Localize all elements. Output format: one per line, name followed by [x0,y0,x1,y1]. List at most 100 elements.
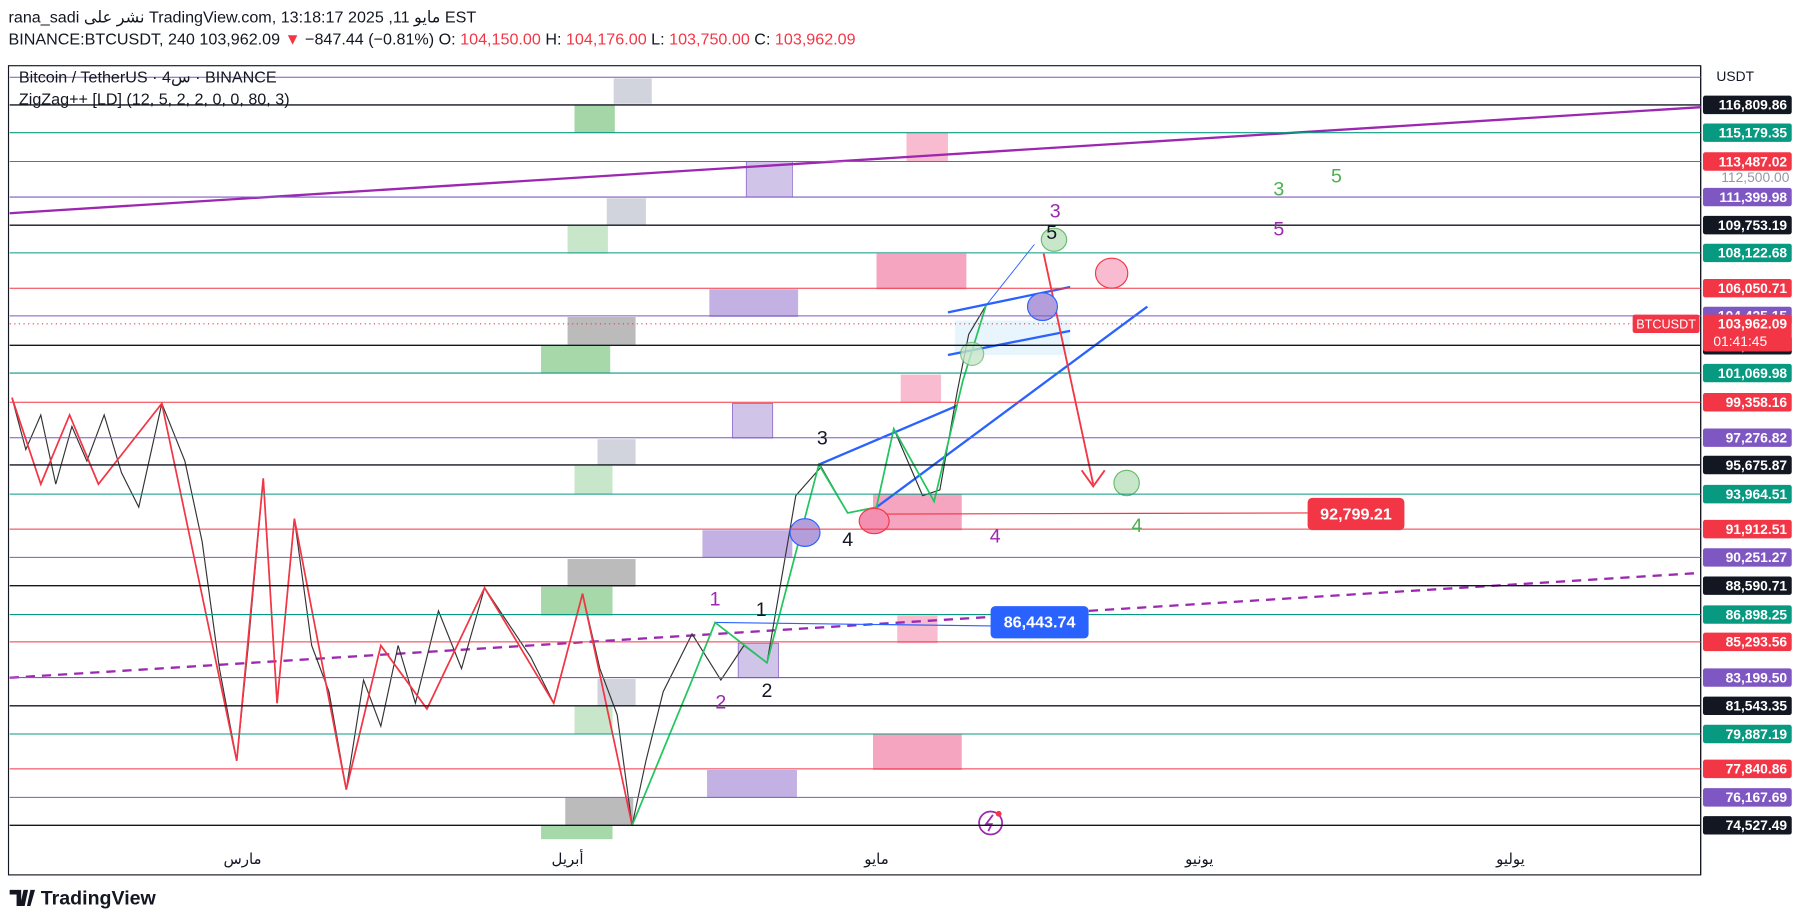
event-dot [995,810,1002,817]
ohlc-value: 103,962.09 [775,31,856,49]
marker [1113,469,1140,497]
marker [789,518,821,547]
symbol-tag: BTCUSDT [1636,317,1696,331]
last-price: 103,962.09 [199,31,280,49]
price-label: 97,276.82 [1726,430,1788,446]
ohlc-value: 104,150.00 [460,31,541,49]
change-arrow: ▼ [285,31,301,49]
marker [1094,257,1129,289]
brand-logo [9,889,36,907]
price-label-bg [1702,724,1792,744]
wave-label: 4 [842,529,853,551]
marker [1026,292,1059,322]
header-attribution: rana_sadi نشر على TradingView.com, مايو … [9,9,477,28]
currency-label: USDT [1716,68,1754,84]
ohlc-key: C: [754,31,770,49]
channel-line [818,404,958,466]
trend-line [9,571,1701,679]
zone [737,642,779,679]
projection [1042,253,1095,485]
legend-title: Bitcoin / TetherUS · 4س · BINANCE [19,69,277,87]
marker [858,507,890,535]
wave-label: 5 [1273,219,1284,241]
zone [541,586,613,616]
ohlc-key: L: [651,31,664,49]
price-label-bg [1702,428,1792,447]
channel-line [947,285,1071,314]
wave-label: 3 [817,427,828,449]
symbol: BINANCE:BTCUSDT, 240 [9,31,195,49]
price-label: 108,122.68 [1718,245,1788,261]
price-label: 113,487.02 [1719,153,1788,169]
time-label: أبريل [552,849,584,868]
event-icon-bolt [984,814,994,832]
price-path [11,305,987,826]
price-label-bg [1702,123,1792,142]
marker [960,341,985,366]
wave-label: 4 [990,525,1001,547]
price-label-bg [1702,278,1792,298]
callout-label: 86,443.74 [1004,614,1076,632]
price-label: 86,898.25 [1726,606,1788,622]
event-icon[interactable] [978,810,1003,836]
price-label-bg [1702,632,1792,652]
time-label: يوليو [1495,851,1525,868]
price-label-bg [1702,668,1792,687]
price-label-bg [1702,393,1792,412]
price-label-bg [1702,696,1792,716]
measure-line [715,621,992,627]
price-label: 116,809.86 [1719,97,1788,113]
price-label-bg [1702,576,1792,595]
zone [709,289,799,317]
zone [873,734,962,770]
price-label: 109,753.19 [1718,217,1788,233]
ohlc-key: H: [545,31,561,49]
callout-bg [1307,497,1405,531]
price-label-bg [1702,215,1792,235]
projection [985,244,1035,306]
price-label-bg [1702,484,1792,504]
price-label-bg [1702,243,1792,263]
callout-label: 92,799.21 [1320,505,1392,523]
legend-indicator: ZigZag++ [LD] (12, 5, 2, 2, 0, 0, 80, 3) [19,91,290,109]
time-label: يونيو [1184,851,1213,868]
price-label-bg [1702,788,1792,807]
wave-label: 1 [756,599,767,621]
trend-line [9,106,1701,215]
price-label: 76,167.69 [1726,789,1788,805]
channel-line [875,305,1149,509]
price-label: 81,543.35 [1726,698,1788,714]
zone [876,253,967,290]
zone [574,104,615,133]
price-label: 90,251.27 [1726,549,1788,565]
price-label: 106,050.71 [1718,280,1788,296]
marker [1040,227,1068,252]
zone [732,403,774,439]
price-label: 83,199.50 [1726,669,1788,685]
price-label: 115,179.35 [1719,124,1788,140]
time-label: مارس [223,851,261,868]
price-label-bg [1702,816,1792,835]
wave-label: 5 [1046,222,1057,244]
current-price-bg [1702,314,1792,352]
zone [565,797,634,826]
price-label-bg [1702,187,1792,207]
time-label: مايو [863,851,888,868]
zone [541,345,611,374]
zone [597,439,636,465]
zone [707,769,797,798]
price-label: 95,675.87 [1726,457,1788,473]
price-label: 99,358.16 [1726,394,1788,410]
price-label: 88,590.71 [1726,578,1788,594]
change: −847.44 (−0.81%) [305,31,434,49]
price-label: 93,964.51 [1726,486,1788,502]
wave-label: 1 [710,589,721,611]
price-label-bg [1702,363,1792,383]
header-quote: BINANCE:BTCUSDT, 240 103,962.09 ▼ −847.4… [9,31,856,49]
symbol-tag-bg [1632,314,1700,334]
price-tick-label: 112,500.00 [1721,169,1789,185]
price-label: 91,912.51 [1726,521,1788,537]
callout-bg [990,606,1089,639]
arrow-head [1080,469,1106,489]
